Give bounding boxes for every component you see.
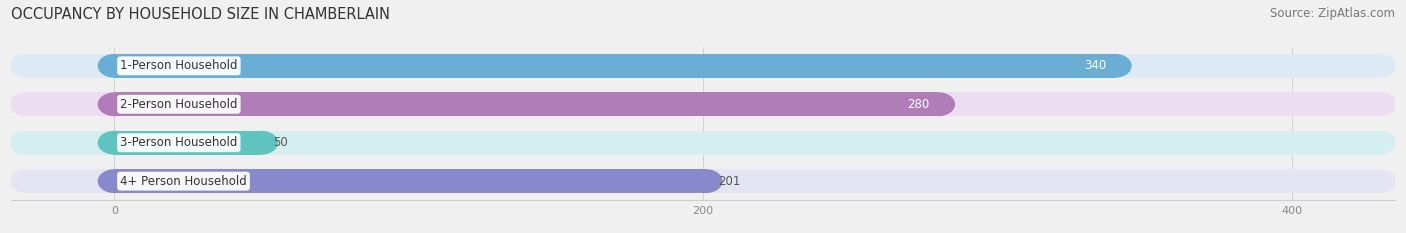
Text: 50: 50 xyxy=(273,136,288,149)
Text: 201: 201 xyxy=(717,175,740,188)
Bar xyxy=(25,92,1381,116)
Ellipse shape xyxy=(1364,131,1396,155)
Bar xyxy=(25,54,1381,78)
Ellipse shape xyxy=(10,169,42,193)
Text: Source: ZipAtlas.com: Source: ZipAtlas.com xyxy=(1270,7,1395,20)
Text: 3-Person Household: 3-Person Household xyxy=(120,136,238,149)
Ellipse shape xyxy=(245,131,278,155)
Ellipse shape xyxy=(97,169,131,193)
Bar xyxy=(114,54,1115,78)
Text: 4+ Person Household: 4+ Person Household xyxy=(120,175,247,188)
Ellipse shape xyxy=(1364,92,1396,116)
Ellipse shape xyxy=(922,92,955,116)
Ellipse shape xyxy=(97,131,131,155)
Ellipse shape xyxy=(1364,169,1396,193)
Bar xyxy=(114,92,938,116)
Bar xyxy=(114,169,706,193)
Ellipse shape xyxy=(1098,54,1132,78)
Ellipse shape xyxy=(10,131,42,155)
Ellipse shape xyxy=(689,169,723,193)
Text: 280: 280 xyxy=(907,98,929,111)
Text: OCCUPANCY BY HOUSEHOLD SIZE IN CHAMBERLAIN: OCCUPANCY BY HOUSEHOLD SIZE IN CHAMBERLA… xyxy=(11,7,391,22)
Bar xyxy=(114,131,262,155)
Bar xyxy=(25,169,1381,193)
Text: 1-Person Household: 1-Person Household xyxy=(120,59,238,72)
Text: 2-Person Household: 2-Person Household xyxy=(120,98,238,111)
Ellipse shape xyxy=(10,92,42,116)
Text: 340: 340 xyxy=(1084,59,1107,72)
Ellipse shape xyxy=(97,54,131,78)
Ellipse shape xyxy=(1364,54,1396,78)
Ellipse shape xyxy=(10,54,42,78)
Ellipse shape xyxy=(97,92,131,116)
Bar xyxy=(25,131,1381,155)
